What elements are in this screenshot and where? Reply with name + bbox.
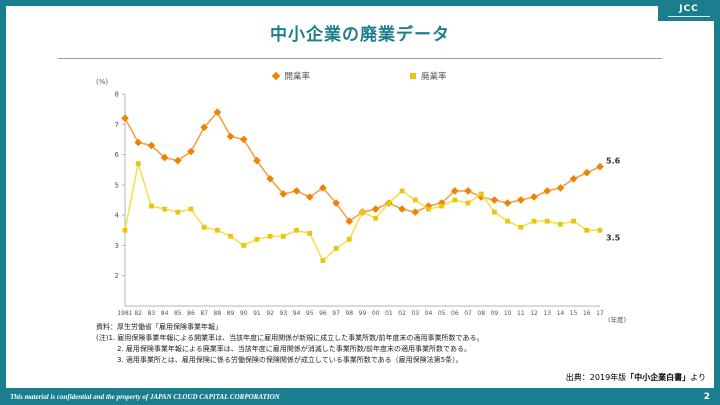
svg-text:09: 09 [491, 310, 499, 317]
svg-text:85: 85 [174, 310, 182, 317]
x-axis-unit-label: (年度) [608, 316, 627, 324]
page-number: 2 [703, 391, 710, 402]
note-source-line: 資料：厚生労働省「雇用保険事業年報」 [96, 323, 222, 331]
opening-rate-diamond-icon [272, 71, 281, 81]
company-logo: JCC [658, 0, 720, 21]
svg-text:08: 08 [477, 310, 485, 317]
slide-border-left [0, 0, 6, 405]
svg-text:5: 5 [115, 181, 119, 189]
svg-text:8: 8 [115, 91, 119, 99]
svg-text:03: 03 [411, 310, 419, 317]
svg-text:00: 00 [372, 310, 380, 317]
company-logo-text: JCC [679, 3, 699, 14]
svg-text:99: 99 [359, 310, 367, 317]
closing-rate-square-icon [410, 73, 416, 79]
svg-text:05: 05 [438, 310, 446, 317]
legend-label-opening-rate: 開業率 [284, 72, 310, 82]
confidentiality-notice: This material is confidential and the pr… [10, 392, 280, 401]
svg-text:2: 2 [115, 272, 119, 280]
svg-text:13: 13 [543, 310, 551, 317]
svg-text:10: 10 [504, 310, 512, 317]
legend-label-closing-rate: 廃業率 [421, 72, 447, 82]
svg-text:04: 04 [425, 310, 433, 317]
slide-border-right [714, 0, 720, 405]
svg-text:3: 3 [115, 242, 119, 250]
svg-text:17: 17 [596, 310, 604, 317]
svg-text:16: 16 [583, 310, 591, 317]
svg-text:98: 98 [345, 310, 353, 317]
citation-suffix: より [690, 373, 706, 382]
chart-area: 2 3 4 5 6 7 8 1981 82 83 84 85 86 87 88 89 90 91 92 93 94 95 9… [88, 86, 632, 320]
svg-text:3.5: 3.5 [606, 233, 621, 242]
svg-text:84: 84 [161, 310, 169, 317]
chart-notes: 資料：厚生労働省「雇用保険事業年報」 (注)1. 雇用保険事業年報による開業率は… [96, 322, 483, 365]
svg-text:12: 12 [530, 310, 538, 317]
svg-text:93: 93 [280, 310, 288, 317]
line-chart: 2 3 4 5 6 7 8 1981 82 83 84 85 86 87 88 89 90 91 92 93 94 95 9… [115, 91, 621, 318]
svg-text:6: 6 [115, 151, 120, 159]
svg-text:4: 4 [115, 212, 120, 220]
note-line-2: 2. 雇用保険事業年報による廃業率は、当該年度に雇用関係が消滅した事業所数/前年… [117, 344, 471, 353]
svg-text:86: 86 [187, 310, 195, 317]
legend-item-closing-rate: 廃業率 [410, 70, 447, 82]
svg-text:97: 97 [332, 310, 340, 317]
svg-text:11: 11 [517, 310, 525, 317]
chart-legend: 開業率 廃業率 [0, 70, 720, 82]
svg-text:88: 88 [214, 310, 222, 317]
y-axis-unit-label: (%) [96, 78, 109, 86]
company-logo-rule [668, 15, 710, 17]
svg-text:94: 94 [293, 310, 301, 317]
svg-text:83: 83 [148, 310, 156, 317]
title-divider [58, 58, 662, 59]
svg-text:90: 90 [240, 310, 248, 317]
svg-text:95: 95 [306, 310, 314, 317]
page-title: 中小企業の廃業データ [270, 25, 450, 45]
footer-bar: This material is confidential and the pr… [0, 388, 720, 405]
svg-text:14: 14 [557, 310, 565, 317]
note-line-1: (注)1. 雇用保険事業年報による開業率は、当該年度に雇用関係が新規に成立した事… [96, 333, 484, 342]
svg-text:07: 07 [464, 310, 472, 317]
citation: 出典：2019年版「中小企業白書」より [566, 372, 706, 383]
svg-text:7: 7 [115, 121, 119, 129]
svg-text:82: 82 [134, 310, 142, 317]
svg-text:1981: 1981 [117, 310, 132, 317]
svg-text:06: 06 [451, 310, 459, 317]
citation-prefix: 出典：2019年版 [565, 373, 627, 382]
svg-text:91: 91 [253, 310, 261, 317]
svg-text:15: 15 [570, 310, 578, 317]
svg-text:01: 01 [385, 310, 393, 317]
svg-text:02: 02 [398, 310, 406, 317]
note-line-3: 3. 適用事業所とは、雇用保険に係る労働保険の保険関係が成立している事業所数であ… [117, 355, 463, 364]
slide-border-top [0, 0, 720, 6]
svg-text:5.6: 5.6 [606, 157, 621, 166]
svg-text:92: 92 [266, 310, 274, 317]
legend-item-opening-rate: 開業率 [272, 70, 310, 82]
citation-title: 「中小企業白書」 [626, 373, 691, 382]
svg-text:96: 96 [319, 310, 327, 317]
svg-text:89: 89 [227, 310, 235, 317]
svg-text:87: 87 [200, 310, 208, 317]
